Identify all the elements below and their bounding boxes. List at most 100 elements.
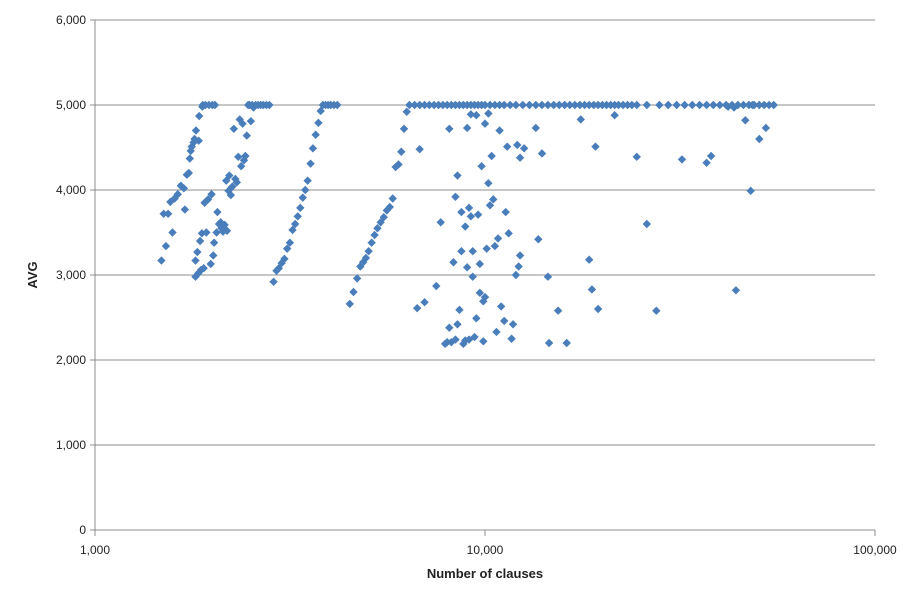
data-point xyxy=(228,182,237,191)
data-point xyxy=(688,100,697,110)
data-point xyxy=(733,100,743,110)
data-point xyxy=(451,335,460,344)
data-point xyxy=(410,100,419,110)
data-point xyxy=(575,100,584,110)
data-point xyxy=(537,100,547,110)
data-point xyxy=(370,230,379,240)
data-point xyxy=(584,100,594,110)
data-point xyxy=(490,100,500,110)
data-point xyxy=(480,100,490,110)
data-point xyxy=(515,251,525,260)
data-point xyxy=(589,100,598,110)
data-point xyxy=(333,100,342,110)
data-point xyxy=(269,277,278,286)
data-point xyxy=(555,100,564,110)
data-point xyxy=(173,190,182,199)
data-point xyxy=(514,262,523,271)
data-point xyxy=(397,147,406,156)
data-point xyxy=(345,299,354,309)
data-point xyxy=(475,288,485,298)
data-point xyxy=(627,100,637,110)
data-point xyxy=(677,155,687,164)
data-point xyxy=(388,194,397,203)
data-point xyxy=(193,247,202,257)
data-point xyxy=(445,323,454,332)
data-point xyxy=(618,100,628,110)
data-point xyxy=(163,209,173,218)
data-point xyxy=(534,235,543,244)
data-point xyxy=(265,100,274,110)
data-point xyxy=(222,226,232,235)
data-point xyxy=(288,225,297,235)
data-point xyxy=(746,186,755,196)
data-point xyxy=(501,207,510,217)
y-tick-label: 3,000 xyxy=(56,268,86,282)
data-point xyxy=(672,100,681,110)
data-point xyxy=(466,110,476,119)
data-point xyxy=(472,314,481,323)
data-point xyxy=(593,304,603,314)
data-point xyxy=(217,224,226,233)
data-point xyxy=(349,287,358,297)
y-tick-label: 4,000 xyxy=(56,183,86,197)
data-point xyxy=(306,159,315,168)
data-point xyxy=(507,334,516,343)
data-point xyxy=(642,219,652,229)
data-point xyxy=(280,254,289,264)
data-point xyxy=(729,103,739,112)
data-point xyxy=(229,124,239,133)
data-point xyxy=(479,337,488,346)
data-point xyxy=(206,259,215,269)
data-point xyxy=(449,258,458,267)
data-point xyxy=(531,123,541,133)
data-point xyxy=(504,229,513,238)
data-point xyxy=(412,303,422,313)
data-point xyxy=(236,162,246,171)
data-point xyxy=(632,152,641,162)
data-point xyxy=(179,184,189,193)
data-point xyxy=(499,316,509,326)
data-point xyxy=(560,100,569,110)
data-point xyxy=(402,107,411,116)
data-point xyxy=(234,152,243,162)
x-tick-label: 1,000 xyxy=(80,543,110,557)
data-point xyxy=(505,100,515,110)
data-point xyxy=(655,100,664,110)
data-point xyxy=(226,190,236,200)
data-point xyxy=(425,100,434,110)
data-point xyxy=(438,100,448,110)
data-point xyxy=(453,171,462,180)
data-point xyxy=(457,207,466,217)
data-point xyxy=(709,100,718,110)
data-point xyxy=(373,224,382,233)
data-point xyxy=(361,253,371,263)
data-point xyxy=(584,255,594,264)
data-point xyxy=(755,100,764,110)
data-point xyxy=(455,305,464,315)
data-point xyxy=(415,145,424,154)
data-point xyxy=(432,281,441,291)
data-point xyxy=(502,142,512,151)
data-point xyxy=(485,201,495,210)
data-point xyxy=(764,100,774,110)
data-point xyxy=(587,285,597,294)
data-point xyxy=(623,100,632,110)
data-points xyxy=(157,100,778,349)
data-point xyxy=(593,100,603,110)
data-point xyxy=(394,160,403,169)
data-point xyxy=(161,241,171,251)
data-point xyxy=(741,116,750,125)
data-point xyxy=(235,115,244,124)
data-point xyxy=(464,203,474,213)
data-point xyxy=(415,100,424,110)
axes xyxy=(90,19,876,536)
data-point xyxy=(472,111,481,120)
data-point xyxy=(553,306,563,315)
data-point xyxy=(748,100,757,110)
data-point xyxy=(769,100,778,110)
x-tick-label: 100,000 xyxy=(853,543,897,557)
data-point xyxy=(543,100,553,110)
data-point xyxy=(420,298,429,307)
data-point xyxy=(632,100,641,110)
